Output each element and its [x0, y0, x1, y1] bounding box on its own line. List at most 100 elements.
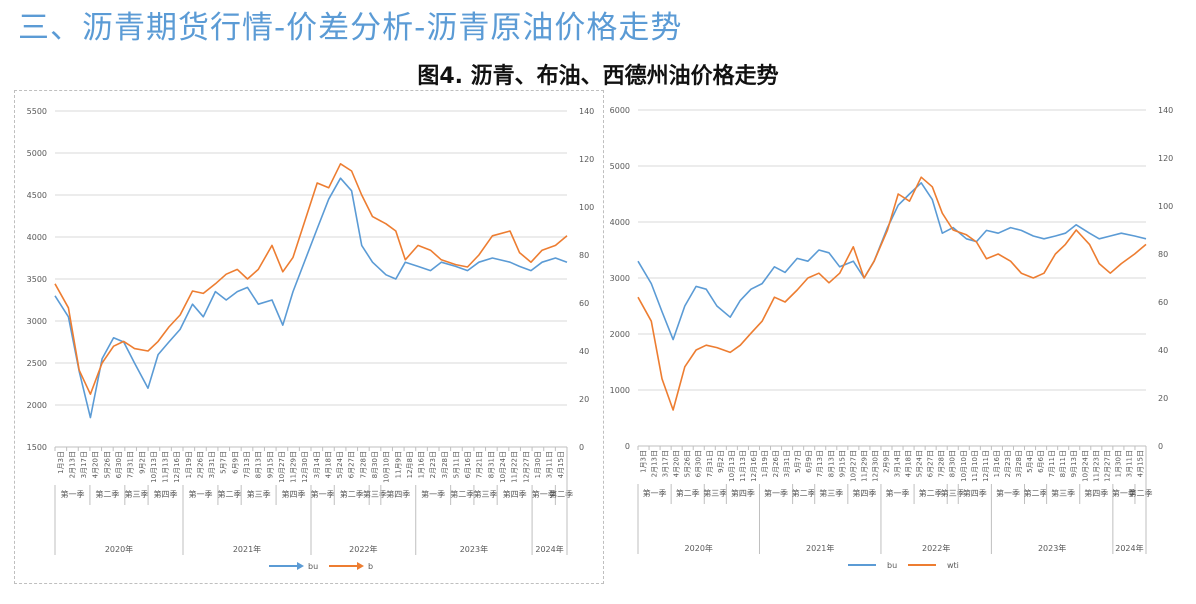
left-chart-quarter-label: 第三季: [474, 489, 498, 499]
left-chart-series-line-bu: [54, 177, 568, 419]
right-chart-quarter-label: 第三季: [703, 488, 727, 498]
right-chart-legend-label-wti: wti: [947, 561, 959, 570]
left-chart-date-label: 2月23日: [429, 451, 437, 478]
left-chart-date-label: 6月27日: [348, 451, 356, 478]
left-chart-date-label: 12月27日: [522, 451, 530, 483]
left-chart-date-label: 10月13日: [150, 451, 158, 483]
left-chart-quarter-label: 第一季: [532, 489, 556, 499]
right-chart-quarter-label: 第四季: [1084, 488, 1108, 498]
left-chart-left-tick-label: 5000: [27, 149, 47, 158]
right-chart-quarter-label: 第三季: [1051, 488, 1075, 498]
right-chart-date-label: 12月30日: [871, 450, 879, 482]
left-chart-date-label: 7月31日: [127, 451, 135, 478]
left-chart-date-label: 12月30日: [301, 451, 309, 483]
left-chart-date-label: 8月30日: [371, 451, 379, 478]
left-chart-left-tick-label: 4000: [27, 233, 47, 242]
right-chart-date-label: 4月18日: [905, 450, 913, 477]
right-chart-left-tick-label: 0: [625, 442, 630, 451]
left-chart-date-label: 11月9日: [394, 451, 402, 478]
left-chart-quarter-label: 第四季: [154, 489, 178, 499]
left-chart-date-label: 3月28日: [441, 451, 449, 478]
left-chart-date-label: 6月30日: [115, 451, 123, 478]
left-chart-date-label: 5月7日: [220, 451, 228, 474]
left-chart-date-label: 5月26日: [103, 451, 111, 478]
left-chart-series-line-b: [54, 163, 568, 396]
right-chart-left-tick-label: 5000: [610, 162, 630, 171]
right-chart-date-label: 5月7日: [794, 450, 802, 473]
left-chart-year-label: 2024年: [535, 544, 563, 554]
right-chart-quarter-label: 第一季: [643, 488, 667, 498]
right-chart-date-label: 10月13日: [728, 450, 736, 482]
right-chart-quarter-label: 第四季: [731, 488, 755, 498]
right-chart-right-tick-label: 40: [1158, 346, 1168, 355]
right-chart-date-label: 1月3日: [640, 450, 648, 473]
left-chart-quarter-label: 第二季: [218, 489, 242, 499]
right-chart-date-label: 8月11日: [1059, 450, 1067, 477]
left-chart-left-tick-label: 5500: [27, 107, 47, 116]
left-chart-date-label: 3月11日: [546, 451, 554, 478]
left-chart-right-tick-label: 0: [579, 443, 584, 452]
left-chart-date-label: 7月13日: [243, 451, 251, 478]
left-chart-date-label: 9月2日: [138, 451, 146, 474]
figure-title: 图4. 沥青、布油、西德州油价格走势: [417, 64, 779, 89]
right-chart-left-tick-label: 1000: [610, 386, 630, 395]
left-chart-date-label: 1月16日: [418, 451, 426, 478]
right-chart-date-label: 1月19日: [761, 450, 769, 477]
left-chart-date-label: 3月17日: [80, 451, 88, 478]
right-chart-date-label: 2月23日: [1004, 450, 1012, 477]
right-chart-date-label: 1月16日: [993, 450, 1001, 477]
right-chart-quarter-label: 第二季: [919, 488, 943, 498]
slide-title: 三、沥青期货行情-价差分析-沥青原油价格走势: [18, 10, 683, 46]
right-chart-date-label: 6月6日: [1037, 450, 1045, 473]
right-chart-date-label: 9月15日: [838, 450, 846, 477]
right-chart-date-label: 9月2日: [717, 450, 725, 473]
left-chart-date-label: 5月11日: [452, 451, 460, 478]
left-chart-date-label: 8月13日: [255, 451, 263, 478]
right-chart-quarter-label: 第四季: [963, 488, 987, 498]
left-chart-date-label: 10月24日: [499, 451, 507, 483]
left-chart-date-label: 6月16日: [464, 451, 472, 478]
left-chart-quarter-label: 第二季: [95, 489, 119, 499]
right-chart-date-label: 12月11日: [982, 450, 990, 482]
left-chart-right-tick-label: 80: [579, 251, 589, 260]
left-chart-date-label: 7月21日: [476, 451, 484, 478]
right-chart-quarter-label: 第三季: [819, 488, 843, 498]
right-chart-left-tick-label: 2000: [610, 330, 630, 339]
chart-right-svg: 0 1000 2000 3000 4000 5000 6000 0 20 40 60 80 100 120…: [610, 106, 1174, 570]
left-chart-quarter-label: 第一季: [421, 489, 445, 499]
left-chart-quarter-label: 第二季: [340, 489, 364, 499]
right-chart-quarter-label: 第二季: [1024, 488, 1048, 498]
left-chart-right-tick-label: 60: [579, 299, 589, 308]
right-chart-date-label: 11月13日: [739, 450, 747, 482]
right-chart-quarter-label: 第二季: [676, 488, 700, 498]
right-chart-left-tick-label: 3000: [610, 274, 630, 283]
left-chart-date-label: 2月13日: [68, 451, 76, 478]
right-chart-quarter-label: 第四季: [852, 488, 876, 498]
right-chart-date-label: 11月29日: [860, 450, 868, 482]
left-chart-date-label: 1月30日: [534, 451, 542, 478]
right-chart-date-label: 11月23日: [1092, 450, 1100, 482]
left-chart-date-label: 11月29日: [290, 451, 298, 483]
right-chart-date-label: 12月16日: [750, 450, 758, 482]
chart-left-svg: 1500 2000 2500 3000 3500 4000 4500 5000 5500 0 20 4…: [27, 107, 595, 571]
left-chart-date-label: 3月14日: [313, 451, 321, 478]
left-chart-date-label: 4月15日: [557, 451, 565, 478]
left-chart-legend-arrow-b: [357, 562, 364, 570]
right-chart-date-label: 5月24日: [916, 450, 924, 477]
right-chart-series-line-wti: [637, 176, 1147, 411]
left-chart-date-label: 12月8日: [406, 451, 414, 478]
right-chart-right-tick-label: 120: [1158, 154, 1173, 163]
right-chart-right-tick-label: 100: [1158, 202, 1173, 211]
left-chart-quarter-label: 第三季: [363, 489, 387, 499]
right-chart-quarter-label: 第一季: [886, 488, 910, 498]
chart-panel-left: 1500 2000 2500 3000 3500 4000 4500 5000 5500 0 20 4…: [14, 90, 604, 584]
left-chart-quarter-label: 第三季: [247, 489, 271, 499]
right-chart-date-label: 12月27日: [1103, 450, 1111, 482]
right-chart-date-label: 7月28日: [938, 450, 946, 477]
right-chart-date-label: 9月13日: [1070, 450, 1078, 477]
right-chart-quarter-label: 第三季: [941, 488, 965, 498]
left-chart-right-tick-label: 140: [579, 107, 594, 116]
right-chart-date-label: 6月9日: [805, 450, 813, 473]
right-chart-date-label: 3月11日: [1125, 450, 1133, 477]
right-chart-year-label: 2024年: [1115, 543, 1143, 553]
